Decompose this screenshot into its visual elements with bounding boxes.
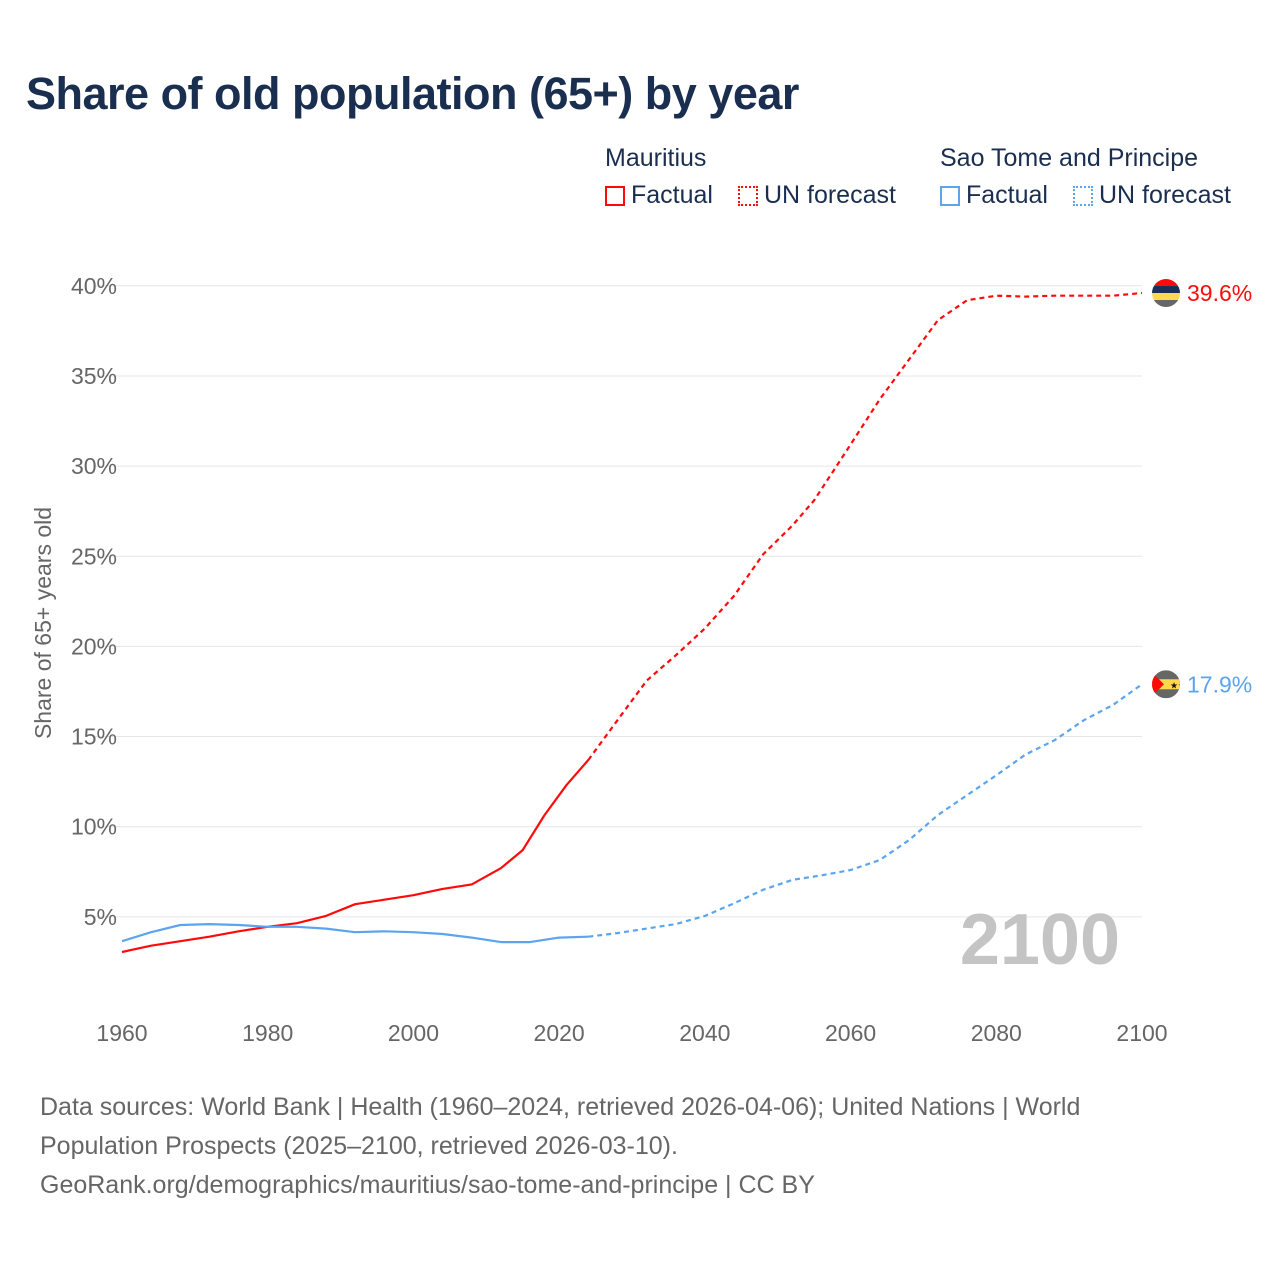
svg-text:★★: ★★ [1170, 680, 1186, 690]
mauritius-flag-icon [1152, 279, 1180, 308]
y-tick-label: 30% [71, 453, 117, 479]
legend-label: Factual [631, 181, 713, 209]
x-tick-label: 2000 [388, 1020, 439, 1046]
y-tick-label: 15% [71, 724, 117, 750]
x-tick-label: 1980 [242, 1020, 293, 1046]
legend-item-mauritius-forecast[interactable]: UN forecast [737, 181, 896, 210]
chart-title: Share of old population (65+) by year [26, 68, 799, 119]
series-mauritius-factual-line [121, 759, 590, 954]
stp-flag-icon: ★★ [1152, 670, 1186, 699]
footer-sources: Data sources: World Bank | Health (1960–… [40, 1088, 1080, 1205]
legend-item-stp-factual[interactable]: Factual [940, 181, 1048, 210]
y-tick-label: 20% [71, 633, 117, 659]
x-tick-label: 2080 [971, 1020, 1022, 1046]
x-tick-label: 2040 [679, 1020, 730, 1046]
legend-swatch [940, 185, 960, 206]
y-tick-label: 5% [84, 904, 117, 930]
legend-label: UN forecast [763, 181, 896, 209]
legend-sao-tome: Sao Tome and Principe Factual UN forecas… [940, 144, 1231, 213]
y-axis-label: Share of 65+ years old [30, 507, 56, 739]
series-stp-factual-line [121, 923, 589, 944]
legend-mauritius: Mauritius Factual UN forecast [605, 144, 914, 213]
legend-swatch [605, 185, 625, 206]
series-stp-forecast-line [588, 683, 1143, 938]
x-tick-label: 2020 [534, 1020, 585, 1046]
footer-line: Data sources: World Bank | Health (1960–… [40, 1093, 1081, 1121]
footer-line: Population Prospects (2025–2100, retriev… [40, 1132, 678, 1160]
legend-item-stp-forecast[interactable]: UN forecast [1072, 181, 1231, 210]
y-tick-label: 25% [71, 543, 117, 569]
series-mauritius-forecast-line [587, 291, 1143, 761]
x-tick-label: 2060 [825, 1020, 876, 1046]
year-watermark: 2100 [960, 900, 1120, 980]
y-tick-label: 40% [71, 273, 117, 299]
end-value-label-stp: 17.9% [1187, 671, 1252, 697]
legend-label: Factual [966, 181, 1048, 209]
legend-country: Sao Tome and Principe [940, 144, 1199, 172]
x-tick-label: 2100 [1116, 1020, 1167, 1046]
y-tick-label: 10% [71, 814, 117, 840]
legend-item-mauritius-factual[interactable]: Factual [605, 181, 713, 210]
y-tick-label: 35% [71, 363, 117, 389]
end-value-label-mauritius: 39.6% [1187, 280, 1252, 306]
legend-swatch [1072, 185, 1093, 206]
x-tick-label: 1960 [96, 1020, 147, 1046]
legend-label: UN forecast [1098, 181, 1231, 209]
legend-swatch [737, 185, 758, 206]
footer-link[interactable]: GeoRank.org/demographics/mauritius/sao-t… [40, 1171, 815, 1199]
legend-country: Mauritius [605, 144, 707, 172]
